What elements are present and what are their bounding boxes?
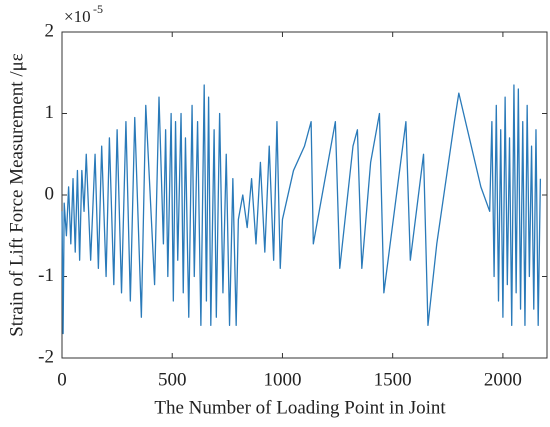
x-tick-label: 1500 [374,369,412,390]
y-tick-label: 0 [45,183,55,204]
y-tick-label: 1 [45,102,55,123]
y-tick-label: 2 [45,20,55,41]
y-multiplier-exponent: -5 [93,2,103,16]
y-tick-label: -2 [38,346,54,367]
data-line [61,84,542,335]
x-axis-label: The Number of Loading Point in Joint [154,397,446,418]
x-tick-label: 500 [158,369,187,390]
y-multiplier: ×10 [64,7,91,26]
x-tick-label: 2000 [484,369,522,390]
y-axis-label: Strain of Lift Force Measurement /με [6,53,27,337]
plot-area [61,31,548,359]
x-tick-label: 1000 [263,369,301,390]
x-tick-label: 0 [57,369,67,390]
y-tick-label: -1 [38,265,54,286]
